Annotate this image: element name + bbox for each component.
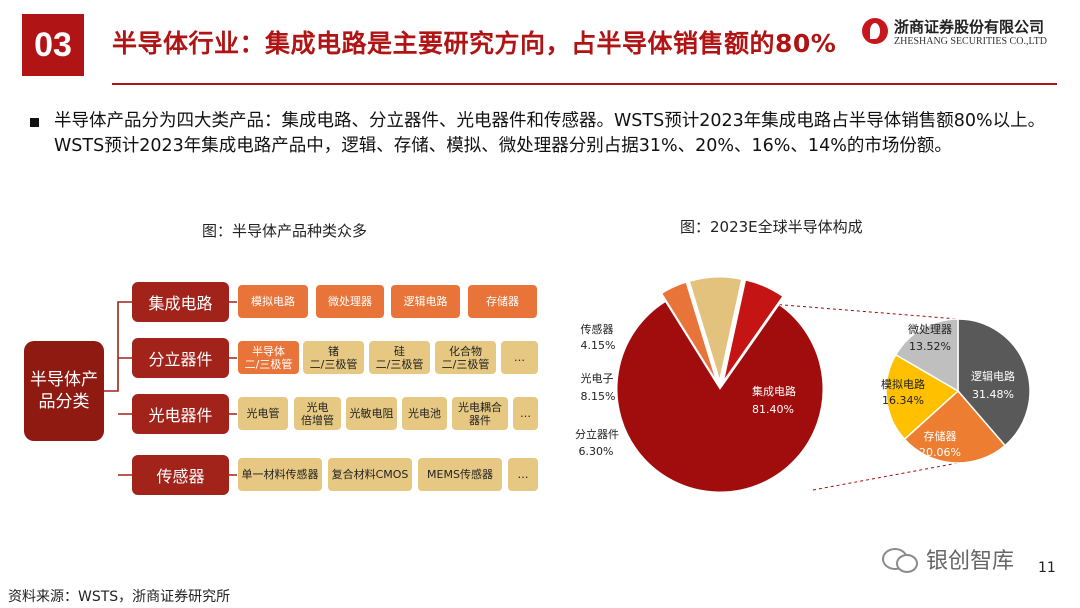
item-optocoupler: 光电耦合 器件 [452,397,508,430]
pie1-slice-0 [616,300,824,493]
pie2-value-0: 31.48% [972,388,1014,401]
item-analog-circuit: 模拟电路 [238,285,308,318]
pie1-slice-2 [688,276,743,382]
header-divider [112,83,1057,85]
page-number: 11 [1038,560,1056,576]
watermark-text: 银创智库 [926,549,1015,574]
pie2-slice-0 [957,318,1031,447]
pie1-slice-1 [661,281,717,382]
pie1-value-0: 81.40% [752,403,794,416]
pie2-label-3: 微处理器 [908,322,952,336]
pie2-slice-2 [885,353,960,441]
pie1-slice-3 [723,279,784,382]
pie2-label-1: 存储器 [924,429,957,443]
pie-chart-caption: 图：2023E全球半导体构成 [680,218,863,236]
pie1-value-2: 8.15% [581,390,616,403]
item-germanium-diode: 锗 二/三极管 [303,341,364,374]
breakdown-connector-0 [779,304,959,320]
item-microprocessor: 微处理器 [316,285,384,318]
logo-name-en: ZHESHANG SECURITIES CO.,LTD [894,36,1047,47]
section-number: 03 [22,14,84,76]
pie2-value-1: 20.06% [919,446,961,459]
item-more-discrete: … [501,341,538,374]
pie1-label-3: 分立器件 [575,427,619,441]
bullet-square-icon [30,118,39,127]
logo-mark-icon [862,18,888,44]
category-sensor: 传感器 [132,455,229,495]
item-mems-sensor: MEMS传感器 [418,458,502,491]
pie2-label-2: 模拟电路 [881,377,925,391]
page-title: 半导体行业：集成电路是主要研究方向，占半导体销售额的80% [112,29,837,58]
category-ic: 集成电路 [132,282,229,322]
pie1-value-1: 4.15% [581,339,616,352]
pie2-slice-1 [903,389,1007,464]
pie1-value-3: 6.30% [579,445,614,458]
bullet-text: 半导体产品分为四大类产品：集成电路、分立器件、光电器件和传感器。WSTS预计20… [54,111,1046,156]
watermark: 银创智库 [882,541,1014,577]
pie2-label-0: 逻辑电路 [971,369,1015,383]
breakdown-connector-1 [812,462,959,491]
item-compound-diode: 化合物 二/三极管 [435,341,496,374]
pie2-slice-3 [894,318,959,393]
source-note: 资料来源：WSTS，浙商证券研究所 [8,589,231,605]
pie2-value-2: 16.34% [882,394,924,407]
category-discrete: 分立器件 [132,338,229,378]
item-semiconductor-diode: 半导体 二/三极管 [238,341,299,374]
company-logo: 浙商证券股份有限公司 ZHESHANG SECURITIES CO.,LTD [862,12,1062,52]
logo-name-cn: 浙商证券股份有限公司 [894,18,1045,36]
item-single-material-sensor: 单一材料传感器 [238,458,322,491]
item-photoresistor: 光敏电阻 [346,397,397,430]
category-optoelectronic: 光电器件 [132,394,229,434]
item-memory: 存储器 [468,285,537,318]
pie2-value-3: 13.52% [909,340,951,353]
item-logic-circuit: 逻辑电路 [391,285,460,318]
item-photomultiplier: 光电 倍增管 [294,397,341,430]
item-phototube: 光电管 [238,397,288,430]
pie1-label-1: 传感器 [581,323,614,336]
pie1-label-2: 光电子 [581,371,614,385]
item-composite-cmos: 复合材料CMOS [328,458,412,491]
tree-root: 半导体产 品分类 [24,341,104,441]
pie1-label-0: 集成电路 [752,384,796,398]
item-more-optoelectronic: … [513,397,538,430]
item-photocell: 光电池 [402,397,447,430]
item-silicon-diode: 硅 二/三极管 [369,341,430,374]
item-more-sensor: … [508,458,538,491]
diagram-caption: 图：半导体产品种类众多 [202,222,368,240]
wechat-icon [882,544,920,574]
